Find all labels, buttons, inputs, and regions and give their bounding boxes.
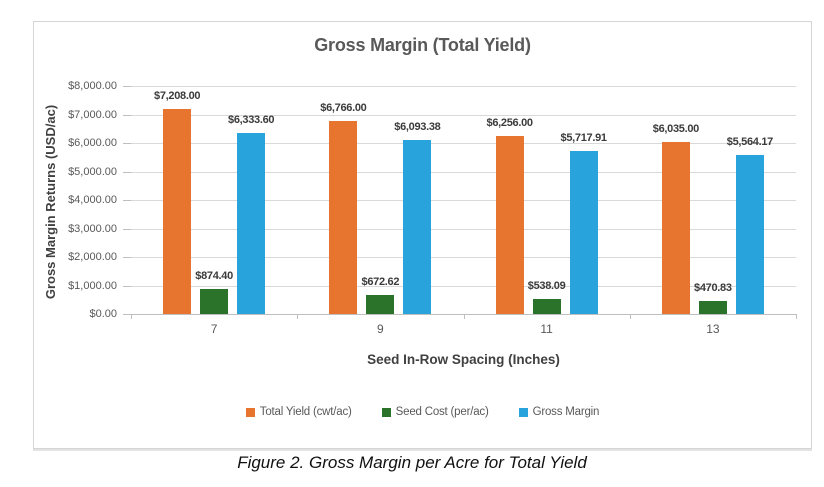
x-axis-tick: [796, 315, 797, 319]
y-axis-tick: [123, 228, 131, 230]
y-tick-label: $1,000.00: [68, 279, 117, 292]
x-axis-tick: [463, 315, 465, 319]
bar-seed-cost-per-ac-9: [366, 294, 395, 314]
bar-value-label: $874.40: [195, 270, 233, 283]
legend-label: Gross Margin: [532, 406, 600, 418]
bar-value-label: $7,208.00: [154, 89, 201, 102]
legend-label: Total Yield (cwt/ac): [259, 406, 352, 418]
gridline-2000: [131, 257, 796, 258]
y-tick-label: $6,000.00: [68, 137, 117, 149]
legend-swatch-icon: [518, 407, 528, 417]
y-tick-label: $3,000.00: [68, 222, 117, 235]
bar-seed-cost-per-ac-11: [532, 298, 561, 314]
y-tick-label: $4,000.00: [68, 194, 117, 206]
bar-total-yield-cwt-ac-11: [495, 135, 524, 314]
bar-value-label: $6,035.00: [652, 123, 700, 135]
x-category-label-9: 9: [377, 322, 384, 336]
gridline-4000: [131, 200, 796, 201]
bar-gross-margin-9: [403, 140, 432, 314]
bar-seed-cost-per-ac-7: [200, 289, 229, 314]
y-axis-tick: [123, 171, 131, 173]
x-axis-tick: [297, 315, 299, 319]
y-tick-label: $2,000.00: [68, 251, 117, 263]
bar-total-yield-cwt-ac-13: [661, 142, 690, 314]
plot-area: $7,208.00 $874.40 $6,333.60 $6,766.00 $672.6…: [123, 86, 797, 319]
bar-gross-margin-11: [569, 151, 598, 314]
bar-value-label: $6,093.38: [394, 121, 441, 134]
bar-total-yield-cwt-ac-9: [329, 121, 358, 314]
gridline-3000: [131, 228, 796, 230]
legend-swatch-icon: [245, 407, 255, 417]
x-category-label-13: 13: [706, 322, 720, 336]
y-axis-tick: [123, 285, 131, 287]
x-axis-line: [131, 314, 797, 315]
x-category-label-11: 11: [540, 322, 553, 336]
x-axis-title: Seed In-Row Spacing (Inches): [367, 352, 560, 367]
gridline-5000: [131, 171, 796, 173]
chart-container: Gross Margin (Total Yield) Gross Margin …: [33, 21, 812, 449]
bar-value-label: $538.09: [527, 279, 566, 292]
y-axis-tick: [123, 314, 131, 315]
legend-label: Seed Cost (per/ac): [395, 406, 489, 418]
y-tick-label: $7,000.00: [68, 108, 117, 121]
gridline-1000: [131, 285, 796, 287]
chart-title: Gross Margin (Total Yield): [314, 35, 531, 55]
bar-value-label: $6,333.60: [228, 114, 275, 127]
bar-value-label: $672.62: [361, 275, 400, 288]
x-category-label-7: 7: [210, 322, 218, 336]
bar-gross-margin-13: [735, 155, 764, 314]
legend-item-seed-cost-per-ac: Seed Cost (per/ac): [381, 406, 489, 418]
y-axis-tick: [123, 200, 131, 201]
y-axis-tick: [123, 114, 131, 116]
x-axis-tick: [131, 315, 132, 319]
bar-gross-margin-7: [237, 133, 266, 314]
gridline-7000: [131, 114, 796, 116]
y-tick-label: $0.00: [89, 308, 117, 320]
y-axis-tick: [123, 143, 131, 144]
y-tick-label: $5,000.00: [68, 165, 117, 178]
bar-value-label: $470.83: [694, 281, 732, 294]
legend-item-total-yield-cwt-ac: Total Yield (cwt/ac): [245, 406, 352, 418]
figure-caption: Figure 2. Gross Margin per Acre for Tota…: [237, 453, 587, 472]
bar-value-label: $5,564.17: [726, 136, 774, 149]
y-axis-tick: [123, 257, 131, 258]
gridline-8000: [131, 86, 796, 87]
legend-item-gross-margin: Gross Margin: [518, 406, 600, 418]
bar-total-yield-cwt-ac-7: [163, 108, 192, 314]
bar-value-label: $5,717.91: [560, 132, 608, 145]
bar-value-label: $6,256.00: [486, 116, 534, 129]
gridline-6000: [131, 143, 796, 144]
legend-swatch-icon: [381, 407, 391, 417]
bar-value-label: $6,766.00: [320, 102, 367, 115]
y-tick-label: $8,000.00: [68, 80, 117, 92]
x-axis-tick: [629, 315, 631, 319]
chart-legend: Total Yield (cwt/ac) Seed Cost (per/ac) Gr…: [34, 406, 811, 418]
bar-seed-cost-per-ac-13: [698, 300, 727, 314]
y-axis-tick: [123, 86, 131, 87]
